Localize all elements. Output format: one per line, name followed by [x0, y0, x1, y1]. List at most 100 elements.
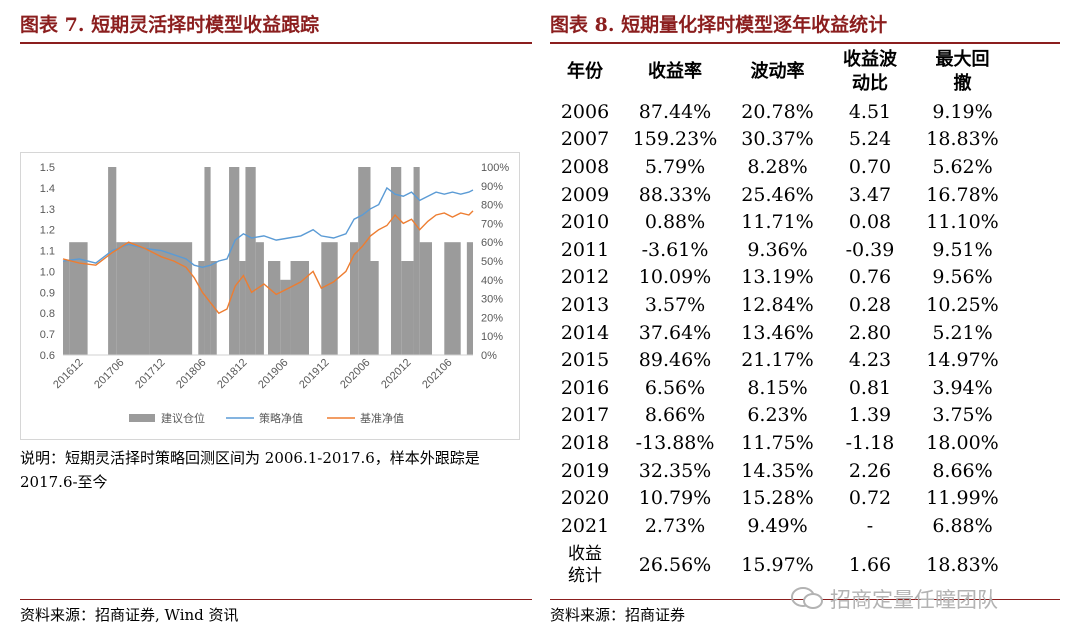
table-cell: 11.99% — [926, 487, 999, 510]
x-tick-label: 201906 — [256, 357, 290, 391]
table-cell: -0.39 — [845, 238, 895, 261]
chart-container: 0.6 0.7 0.8 0.9 1.0 1.1 1.2 1.3 1.4 1.5 0% 10% 20% 30… — [20, 152, 520, 440]
y-left-tick-label: 1.4 — [40, 183, 55, 195]
table-header-cell: 收益率 — [620, 46, 730, 98]
position-bar — [63, 261, 70, 355]
benchmark-net-value-line — [62, 210, 474, 315]
table-year-cell: 2018 — [560, 431, 610, 454]
x-tick-label: 201806 — [174, 357, 208, 391]
y-right-tick-label: 50% — [481, 256, 503, 268]
table-cell: 16.78% — [926, 183, 999, 206]
table-cell: 0.72 — [848, 487, 892, 510]
table-row: 2018 -13.88% 11.75% -1.18 18.00% — [550, 429, 1010, 457]
table-cell: 6.88% — [932, 514, 993, 537]
position-bar — [444, 242, 461, 355]
table-cell: 13.46% — [741, 321, 814, 344]
position-bar — [466, 242, 473, 355]
table-cell: 9.49% — [747, 514, 808, 537]
table-cell: 9.36% — [747, 238, 808, 261]
table-cell: 21.17% — [741, 349, 814, 372]
y-right-tick-label: 80% — [481, 200, 503, 212]
table-cell: 0.76 — [848, 266, 892, 289]
table-cell: 18.83% — [926, 128, 999, 151]
table-cell: 8.15% — [747, 376, 808, 399]
table-cell: 18.00% — [926, 431, 999, 454]
table-row: 2015 89.46% 21.17% 4.23 14.97% — [550, 346, 1010, 374]
y-right-tick-label: 20% — [481, 312, 503, 324]
table-row: 2012 10.09% 13.19% 0.76 9.56% — [550, 264, 1010, 292]
table-year-cell: 2012 — [560, 266, 610, 289]
right-panel-title: 图表 8. 短期量化择时模型逐年收益统计 — [550, 14, 888, 36]
table-cell: 0.81 — [848, 376, 892, 399]
position-bar — [239, 261, 246, 355]
table-cell: -1.18 — [845, 431, 895, 454]
table-cell: 11.10% — [926, 211, 999, 234]
table-year-cell: 2007 — [560, 128, 610, 151]
table-cell: 6.23% — [747, 404, 808, 427]
table-cell: 12.84% — [741, 293, 814, 316]
table-cell: 13.19% — [741, 266, 814, 289]
wechat-icon — [791, 587, 823, 609]
table-cell: 30.37% — [741, 128, 814, 151]
table-cell: 0.28 — [848, 293, 892, 316]
table-header-line: 最大回 — [935, 49, 990, 70]
right-title-rule — [550, 42, 1060, 44]
position-bar — [198, 261, 205, 355]
position-bar — [210, 261, 217, 355]
y-right-tick-label: 10% — [481, 331, 503, 343]
y-left-tick-label: 1.0 — [40, 266, 55, 278]
y-right-tick-label: 60% — [481, 237, 503, 249]
net-value-chart: 0.6 0.7 0.8 0.9 1.0 1.1 1.2 1.3 1.4 1.5 0% 10% 20% 30… — [40, 162, 510, 425]
table-year-cell: 2006 — [560, 100, 610, 123]
table-cell: 8.66% — [644, 404, 706, 427]
x-tick-label: 202006 — [338, 357, 372, 391]
table-cell: 9.56% — [932, 266, 993, 289]
table-cell: 9.19% — [932, 100, 993, 123]
table-year-cell: 2013 — [560, 293, 610, 316]
table-cell: 4.51 — [848, 100, 892, 123]
y-left-tick-label: 1.2 — [40, 225, 55, 237]
table-cell: 9.51% — [932, 238, 993, 261]
legend-label-strategy: 策略净值 — [259, 411, 303, 425]
position-bar — [268, 261, 281, 355]
y-right-tick-label: 40% — [481, 275, 503, 287]
table-cell: 11.75% — [741, 431, 814, 454]
table-cell: 6.56% — [644, 376, 706, 399]
watermark-text: 招商定量任瞳团队 — [830, 588, 998, 612]
table-row: 2014 37.64% 13.46% 2.80 5.21% — [550, 319, 1010, 347]
table-year-cell: 2015 — [560, 349, 610, 372]
table-cell: 10.79% — [638, 487, 712, 510]
position-bar — [358, 167, 371, 355]
table-cell: 15.28% — [741, 487, 814, 510]
table-year-cell: 2016 — [560, 376, 610, 399]
table-header-line: 收益波 — [843, 49, 897, 70]
table-cell: 14.97% — [926, 349, 999, 372]
position-bar — [229, 167, 240, 355]
legend-label-benchmark: 基准净值 — [360, 411, 404, 425]
table-cell: 2.73% — [644, 514, 706, 537]
table-row: 2011 -3.61% 9.36% -0.39 9.51% — [550, 236, 1010, 264]
y-right-tick-label: 30% — [481, 294, 503, 306]
position-bar — [280, 279, 291, 355]
table-row: 2021 2.73% 9.49% - 6.88% — [550, 512, 1010, 540]
x-tick-label: 201612 — [51, 357, 85, 391]
table-cell: 5.79% — [644, 155, 706, 178]
position-bar — [69, 242, 88, 355]
table-year-cell: 2019 — [560, 459, 610, 482]
position-bar — [290, 261, 309, 355]
table-header-row: 年份 收益率 波动率 收益波 动比 最大回撤 — [550, 46, 1010, 98]
table-row: 2010 0.88% 11.71% 0.08 11.10% — [550, 208, 1010, 236]
table-cell: 5.62% — [932, 155, 993, 178]
position-bar — [419, 242, 432, 355]
y-right-tick-label: 90% — [481, 181, 503, 193]
table-row: 2017 8.66% 6.23% 1.39 3.75% — [550, 402, 1010, 430]
position-bar — [108, 167, 117, 355]
x-tick-label: 202012 — [379, 357, 413, 391]
table-year-cell: 2010 — [560, 211, 610, 234]
table-cell: 20.78% — [741, 100, 814, 123]
table-cell: 89.46% — [638, 349, 712, 372]
table-cell: 14.35% — [741, 459, 814, 482]
table-total-cell: 1.66 — [848, 553, 892, 576]
y-right-tick-label: 70% — [481, 218, 503, 230]
table-row: 2020 10.79% 15.28% 0.72 11.99% — [550, 484, 1010, 512]
